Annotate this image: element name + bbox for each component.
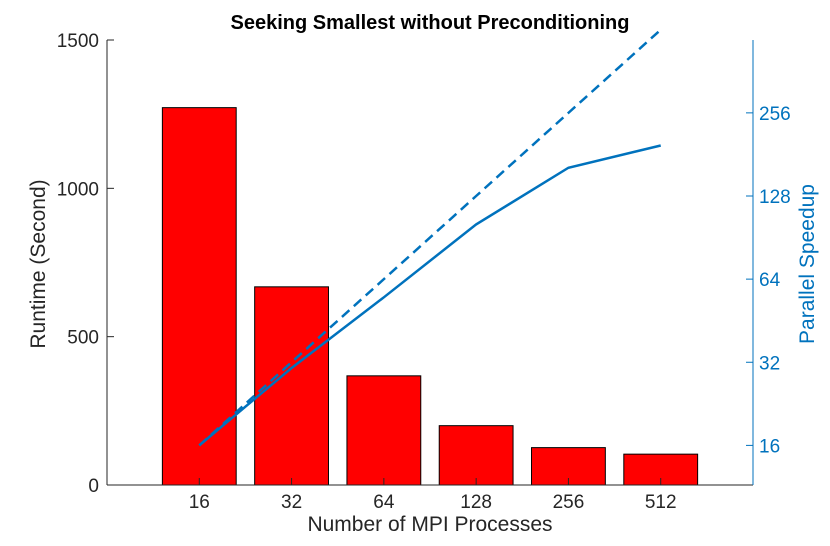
y-tick-label: 1500 xyxy=(57,31,99,52)
lines-layer xyxy=(198,28,662,447)
x-tick-label: 32 xyxy=(281,492,302,513)
x-axis-title: Number of MPI Processes xyxy=(307,513,552,536)
x-tick-label: 256 xyxy=(553,492,585,513)
y2-tick-label: 256 xyxy=(759,104,791,125)
axes-layer: 0 500 1000 1500 16 32 64 128 256 16 32 64 128 256 512 xyxy=(57,31,791,513)
y2-tick-label: 128 xyxy=(759,187,791,208)
x-tick-label: 16 xyxy=(189,492,210,513)
y-tick-label: 0 xyxy=(88,476,99,497)
y2-tick-label: 32 xyxy=(759,353,780,374)
y2-axis-title: Parallel Speedup xyxy=(796,184,819,344)
speedup-line xyxy=(198,144,662,447)
bar-16 xyxy=(161,107,237,486)
bars-layer xyxy=(161,107,699,486)
bar-32 xyxy=(254,286,329,486)
bar-64 xyxy=(346,375,422,486)
y2-tick-label: 64 xyxy=(759,270,781,291)
x-tick-label: 64 xyxy=(373,492,395,513)
y2-tick-label: 16 xyxy=(759,436,780,457)
y-tick-label: 500 xyxy=(67,328,99,349)
y-axis-title: Runtime (Second) xyxy=(27,179,50,348)
y-tick-label: 1000 xyxy=(57,179,99,200)
x-tick-label: 512 xyxy=(645,492,677,513)
chart-title: Seeking Smallest without Preconditioning xyxy=(231,12,630,34)
ideal-speedup-line xyxy=(198,28,662,447)
bar-128 xyxy=(438,425,514,486)
x-tick-label: 128 xyxy=(460,492,492,513)
